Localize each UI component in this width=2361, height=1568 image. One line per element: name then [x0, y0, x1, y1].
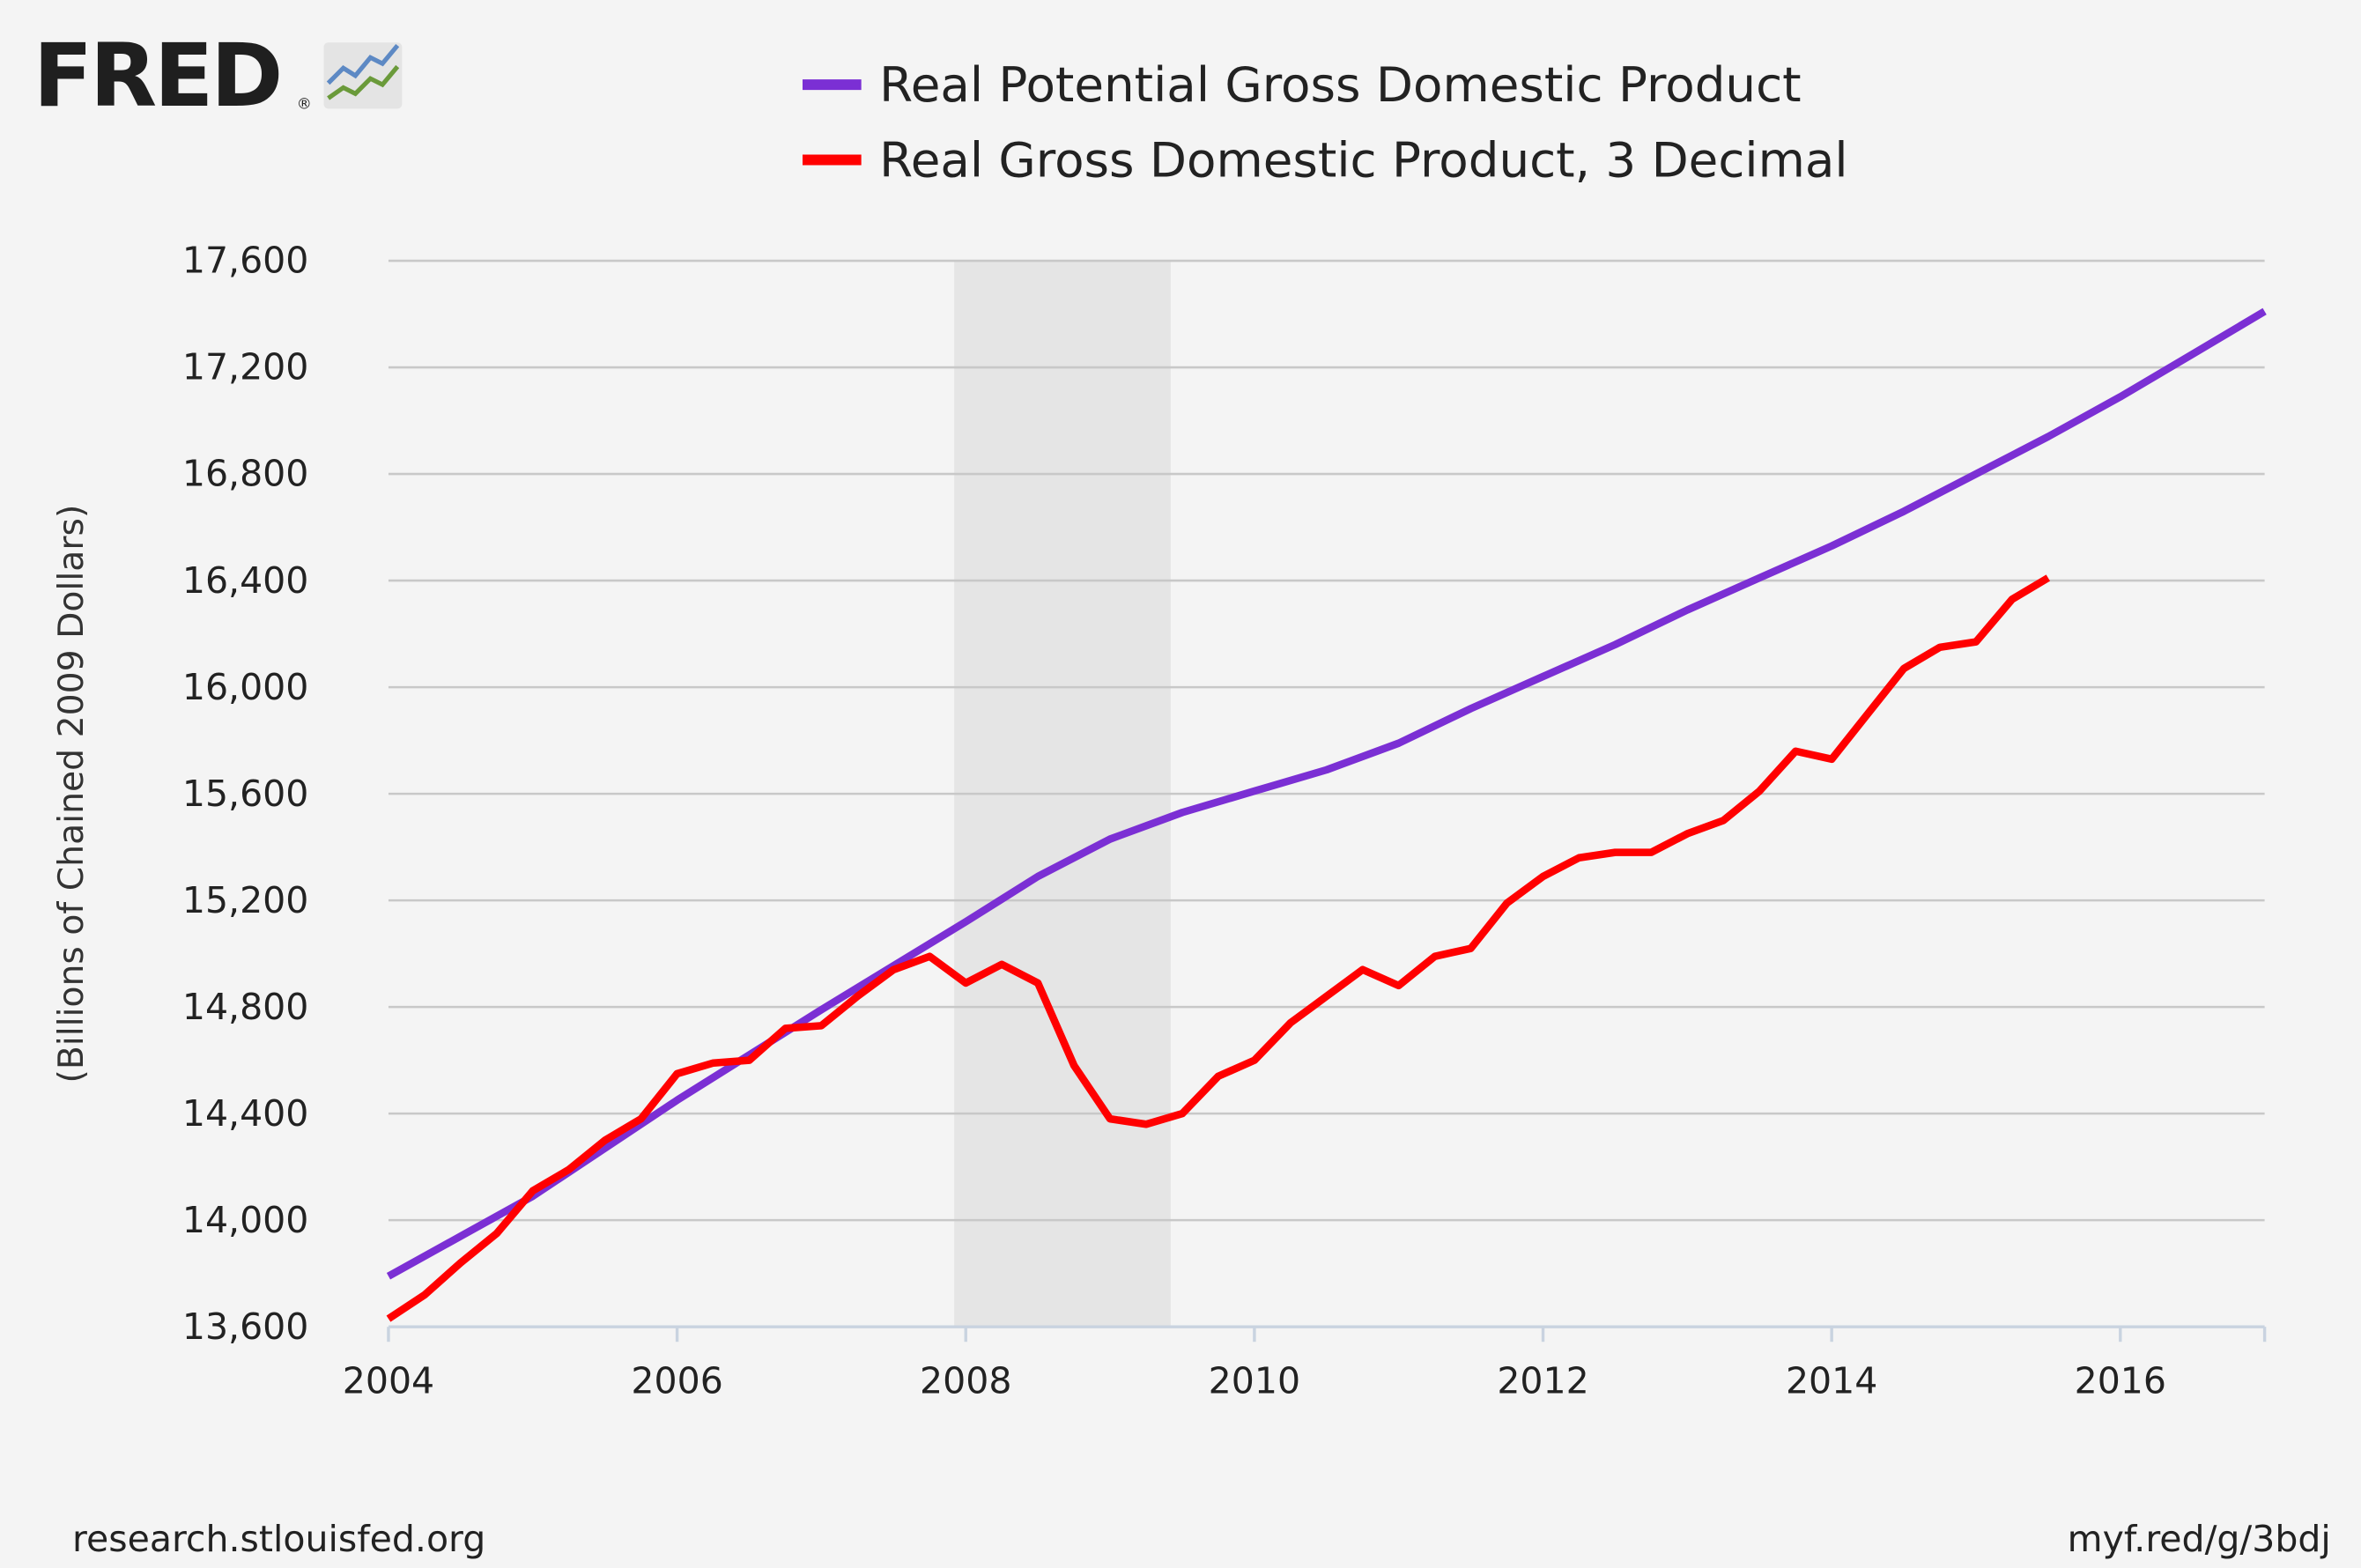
y-tick-label: 13,600 — [182, 1305, 309, 1348]
y-tick-label: 15,600 — [182, 773, 309, 815]
x-tick-label: 2010 — [1209, 1359, 1300, 1402]
y-tick-label: 16,800 — [182, 453, 309, 495]
footer-short-link[interactable]: myf.red/g/3bdj — [2068, 1518, 2331, 1560]
y-tick-label: 14,800 — [182, 986, 309, 1028]
y-tick-label: 17,600 — [182, 240, 309, 282]
y-tick-label: 16,400 — [182, 559, 309, 602]
registered-mark: ® — [297, 95, 312, 113]
x-tick-label: 2012 — [1497, 1359, 1588, 1402]
plot-area: 13,600 14,000 14,400 14,800 15,200 15,600 16,0… — [182, 240, 2267, 1402]
y-tick-label: 14,400 — [182, 1092, 309, 1135]
line-chart-icon — [323, 42, 403, 109]
legend-label: Real Gross Domestic Product, 3 Decimal — [879, 131, 1847, 188]
x-tick-label: 2008 — [920, 1359, 1011, 1402]
fred-logo: FRED ® — [33, 26, 403, 127]
x-tick-label: 2004 — [343, 1359, 434, 1402]
legend: Real Potential Gross Domestic Product Rea… — [802, 56, 1848, 188]
y-axis-label: (Billions of Chained 2009 Dollars) — [52, 505, 92, 1084]
series-line-real-gdp — [386, 574, 2051, 1322]
x-tick-label: 2016 — [2075, 1359, 2166, 1402]
series-line-potential-gdp — [386, 307, 2267, 1280]
y-tick-label: 15,200 — [182, 879, 309, 921]
y-tick-label: 14,000 — [182, 1199, 309, 1241]
y-tick-label: 16,000 — [182, 666, 309, 708]
legend-label: Real Potential Gross Domestic Product — [879, 56, 1801, 113]
x-tick-label: 2014 — [1786, 1359, 1877, 1402]
footer-source: research.stlouisfed.org — [72, 1518, 485, 1560]
y-tick-label: 17,200 — [182, 346, 309, 388]
logo-text: FRED — [33, 26, 280, 127]
x-tick-label: 2006 — [631, 1359, 722, 1402]
